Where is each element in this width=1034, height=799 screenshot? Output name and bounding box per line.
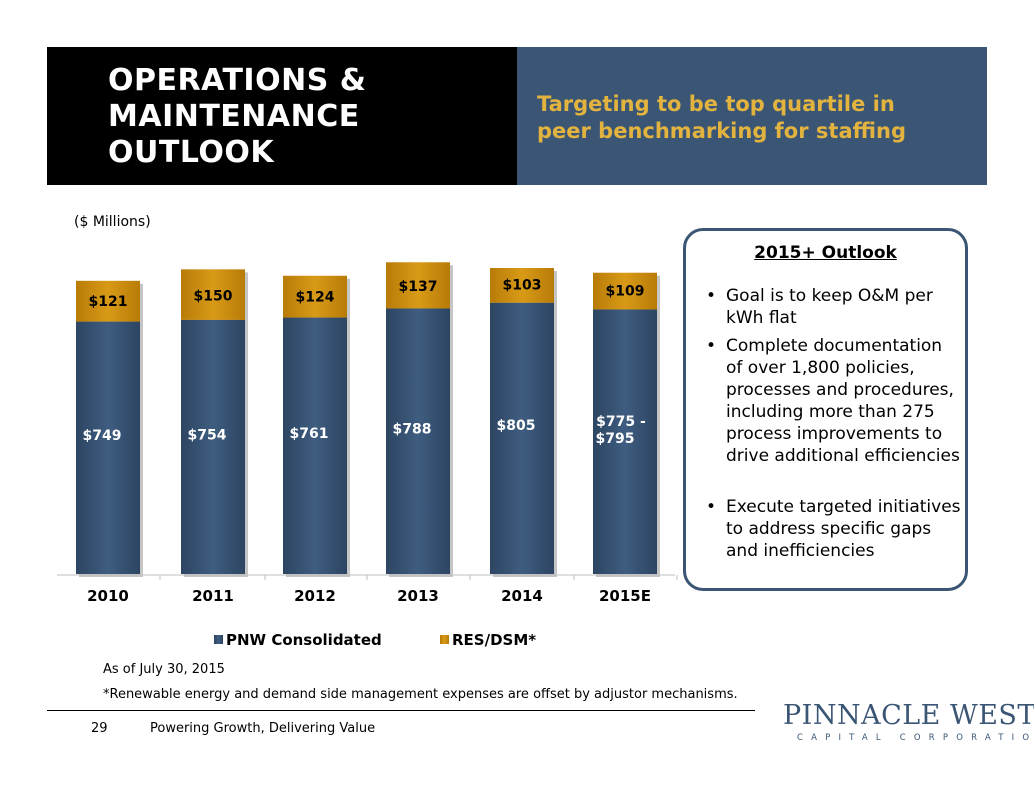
data-label-res-dsm: $103 [503, 278, 542, 294]
legend-swatch-res-dsm [440, 635, 449, 644]
x-tick-label: 2014 [501, 587, 543, 605]
footnote: *Renewable energy and demand side manage… [103, 687, 738, 702]
outlook-bullet-3: Execute targeted initiatives to address … [726, 497, 961, 561]
outlook-bullet-2: Complete documentation of over 1,800 pol… [726, 336, 960, 466]
page-title-line-3: OUTLOOK [108, 135, 275, 170]
bar-res-dsm-2010 [76, 280, 140, 322]
page-subtitle-line-2: peer benchmarking for staffing [537, 119, 907, 143]
x-tick-label: 2013 [397, 587, 439, 605]
bar-pnw-consolidated-2011 [181, 319, 245, 574]
x-tick-label: 2012 [294, 587, 336, 605]
footer-divider [47, 710, 755, 711]
page-title-line-2: MAINTENANCE [108, 99, 360, 134]
bar-pnw-consolidated-2010 [76, 321, 140, 574]
legend-label: RES/DSM* [452, 631, 536, 649]
outlook-title: 2015+ Outlook [754, 243, 897, 263]
data-label-res-dsm: $124 [296, 290, 335, 306]
bar-res-dsm-2012 [283, 275, 347, 318]
legend-swatch-pnw-consolidated [214, 635, 223, 644]
bullet-marker: • [706, 336, 717, 356]
outlook-panel: 2015+ Outlook • Goal is to keep O&M per … [683, 228, 968, 591]
page-title-line-1: OPERATIONS & [108, 63, 367, 98]
x-tick-label: 2010 [87, 587, 129, 605]
bar-pnw-consolidated-2014 [490, 302, 554, 574]
data-label-pnw-consolidated: $805 [497, 418, 536, 434]
bar-res-dsm-2015E [593, 272, 657, 310]
bullet-marker: • [706, 497, 717, 517]
data-label-pnw-consolidated: $761 [290, 426, 329, 442]
data-label-pnw-consolidated: $754 [188, 427, 227, 443]
units-label: ($ Millions) [74, 214, 151, 230]
as-of-note: As of July 30, 2015 [103, 662, 225, 677]
bar-pnw-consolidated-2015E [593, 309, 657, 574]
x-tick-label: 2011 [192, 587, 234, 605]
x-tick-label: 2015E [599, 587, 651, 605]
bar-res-dsm-2011 [181, 269, 245, 320]
bar-res-dsm-2013 [386, 262, 450, 309]
bar-pnw-consolidated-2013 [386, 308, 450, 574]
data-label-res-dsm: $150 [194, 289, 233, 305]
company-logo: PINNACLE WEST [783, 700, 1034, 731]
page-subtitle-line-1: Targeting to be top quartile in [537, 92, 895, 116]
data-label-pnw-consolidated: $788 [393, 421, 432, 437]
data-label-res-dsm: $121 [89, 294, 128, 310]
page-number: 29 [91, 721, 108, 736]
bar-pnw-consolidated-2012 [283, 317, 347, 574]
header-subtitle-panel [517, 47, 987, 185]
data-label-pnw-consolidated: $749 [83, 428, 122, 444]
company-logo-subtitle: CAPITAL CORPORATION [797, 733, 1034, 743]
legend-label: PNW Consolidated [226, 631, 382, 649]
data-label-pnw-consolidated: $775 -$795 [596, 414, 646, 447]
data-label-res-dsm: $109 [606, 283, 645, 299]
bullet-marker: • [706, 286, 717, 306]
outlook-bullet-1: Goal is to keep O&M per kWh flat [726, 286, 933, 328]
header-title-panel [47, 47, 517, 185]
data-label-res-dsm: $137 [399, 279, 438, 295]
footer-tagline: Powering Growth, Delivering Value [150, 721, 376, 736]
bar-res-dsm-2014 [490, 268, 554, 303]
